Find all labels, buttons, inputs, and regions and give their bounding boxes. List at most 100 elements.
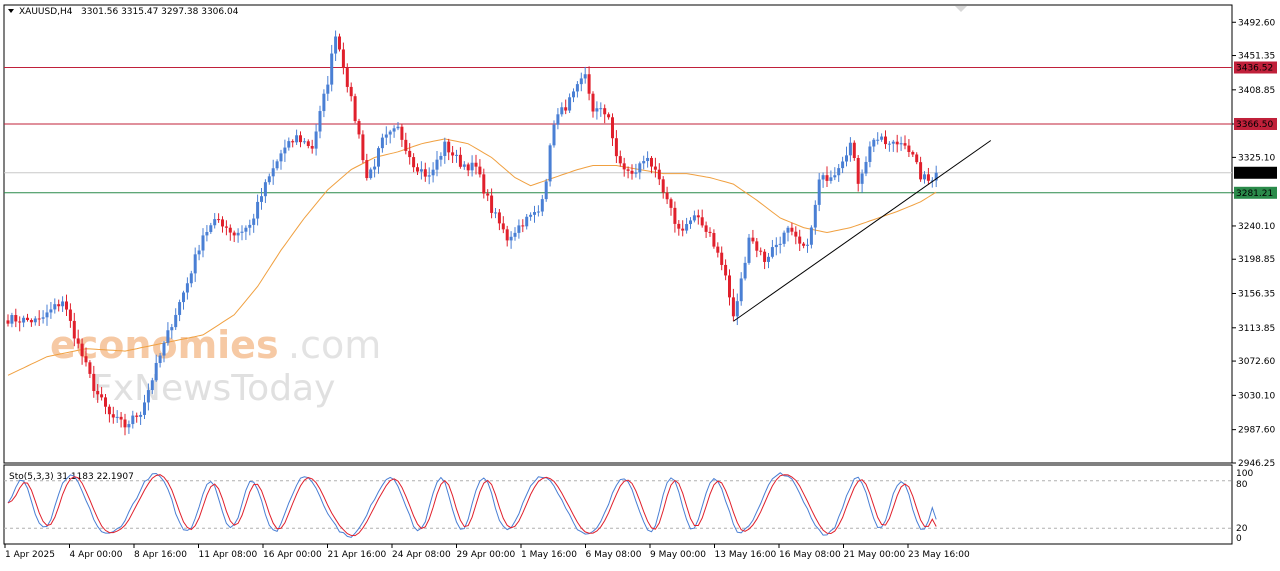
candle-bull	[150, 380, 154, 391]
candle-bear	[447, 141, 451, 153]
candle-bull	[41, 317, 45, 319]
time-tick-label: 1 Apr 2025	[5, 550, 55, 560]
candle-bull	[115, 416, 119, 418]
candle-bull	[275, 161, 279, 169]
candle-bear	[123, 419, 127, 428]
candle-bull	[848, 142, 852, 156]
candle-bull	[868, 146, 872, 162]
candle-bear	[611, 117, 614, 139]
candle-bear	[712, 233, 716, 247]
candle-bull	[380, 137, 384, 149]
candle-bear	[731, 297, 735, 317]
shift-marker-icon[interactable]	[955, 6, 967, 12]
candle-bear	[466, 164, 470, 171]
candle-bull	[525, 216, 529, 227]
candle-bull	[143, 402, 146, 415]
chevron-down-icon[interactable]	[8, 9, 14, 13]
trendline[interactable]	[733, 140, 992, 322]
candle-bear	[618, 156, 622, 164]
sto-level-0: 0	[1236, 534, 1242, 544]
price-tag-label: 3306.04	[1236, 169, 1273, 179]
candle-bear	[708, 231, 712, 234]
candle-bull	[876, 139, 880, 141]
candle-bear	[626, 169, 630, 171]
candle-bull	[384, 134, 388, 138]
candle-bull	[813, 204, 817, 228]
candle-bull	[189, 273, 193, 284]
candle-bull	[646, 157, 650, 162]
candle-bull	[494, 212, 497, 214]
candle-bull	[513, 232, 517, 237]
candle-bear	[802, 243, 806, 246]
candle-bear	[669, 199, 673, 208]
candle-bull	[860, 173, 864, 184]
price-tick-label: 3325.10	[1238, 153, 1275, 163]
candle-bull	[392, 128, 396, 132]
candle-bear	[107, 406, 111, 415]
candle-bull	[182, 292, 185, 303]
candle-bull	[318, 111, 322, 132]
candle-bear	[798, 236, 802, 244]
candle-bear	[349, 86, 353, 97]
candle-bear	[696, 215, 700, 218]
candle-bull	[377, 148, 380, 167]
candle-bull	[127, 424, 131, 428]
candle-bull	[322, 93, 326, 112]
candle-bull	[369, 169, 373, 179]
candle-bull	[872, 139, 876, 147]
sto-level-100: 100	[1236, 469, 1253, 479]
stochastic-lines	[4, 472, 1232, 538]
candle-bull	[692, 215, 696, 221]
candle-bull	[209, 225, 213, 232]
candle-bull	[899, 143, 903, 145]
candle-bear	[412, 157, 416, 168]
candle-bear	[720, 252, 724, 265]
candle-bear	[361, 134, 365, 161]
candle-bull	[887, 143, 891, 145]
watermark-com: .com	[288, 323, 381, 367]
candle-bull	[283, 147, 287, 154]
watermark-fxnewstoday: FxNewsToday	[92, 368, 335, 409]
time-tick-label: 21 May 00:00	[844, 550, 906, 560]
candle-bull	[595, 108, 599, 112]
candle-bull	[162, 342, 166, 356]
time-tick-label: 24 Apr 08:00	[392, 550, 451, 560]
candle-bear	[228, 227, 232, 233]
candle-bear	[501, 223, 505, 230]
candle-bear	[291, 141, 295, 143]
candle-bear	[521, 225, 525, 227]
candle-bull	[419, 169, 423, 172]
time-tick-label: 4 Apr 00:00	[70, 550, 123, 560]
indicator-frame	[3, 464, 1233, 545]
candle-bull	[548, 145, 552, 182]
horizontal-lines	[4, 67, 1232, 194]
candle-bull	[205, 231, 209, 236]
trendline-layer[interactable]	[733, 140, 992, 322]
candle-bear	[119, 416, 123, 420]
candle-bear	[728, 275, 731, 298]
candle-bull	[45, 312, 49, 318]
candle-bear	[607, 114, 611, 118]
candle-bear	[6, 320, 10, 324]
candle-bear	[856, 157, 860, 184]
candle-bear	[895, 141, 899, 145]
time-tick-label: 8 Apr 16:00	[134, 550, 187, 560]
candle-bull	[201, 235, 205, 251]
candle-bull	[146, 390, 150, 403]
time-tick-label: 1 May 16:00	[521, 550, 577, 560]
candle-bear	[591, 93, 595, 112]
candle-bear	[100, 394, 104, 398]
candle-bull	[287, 141, 291, 148]
price-tag-label: 3366.50	[1236, 120, 1273, 130]
candle-bull	[462, 164, 466, 167]
candle-bull	[439, 155, 443, 160]
candle-bull	[778, 243, 782, 245]
candle-bear	[790, 227, 794, 232]
candle-bear	[26, 317, 29, 320]
candle-bear	[92, 373, 96, 392]
sto-main-line	[7, 472, 937, 538]
price-tick-label: 3030.10	[1238, 391, 1275, 401]
